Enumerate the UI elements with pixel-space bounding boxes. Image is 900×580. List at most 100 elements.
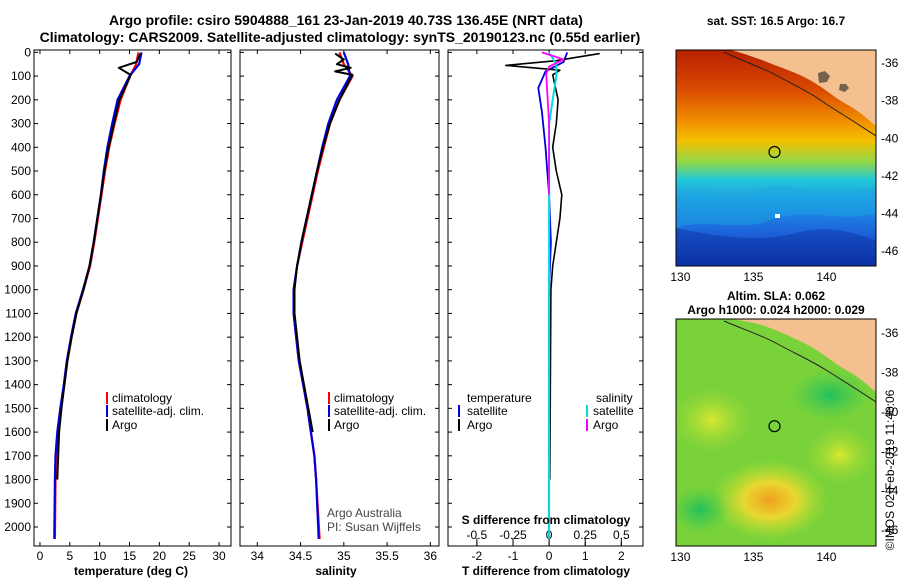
imos-credit: ©IMOS 02-Feb-2019 11:40:06 (883, 389, 897, 550)
lat-tick-label: -36 (881, 326, 899, 340)
series-line-satellite-adj-clim- (292, 52, 351, 539)
depth-tick-label: 1500 (4, 401, 31, 415)
x-tick-label: 0 (37, 549, 44, 563)
lon-tick-label: 135 (743, 270, 763, 284)
legend-climatology: climatology (112, 391, 172, 405)
series-line-argo (293, 52, 354, 433)
series-line-temperature-satellite (537, 52, 569, 539)
s-tick-label: 0.5 (613, 528, 630, 542)
series-line-climatology (292, 52, 354, 539)
land-australia (730, 50, 876, 126)
depth-tick-label: 200 (11, 93, 31, 107)
salinity-legend: climatology satellite-adj. clim. Argo (328, 391, 426, 432)
x-tick-label: 2 (618, 549, 625, 563)
sla-map-title: Altim. SLA: 0.062 (727, 289, 825, 303)
legend-salinity-title: salinity (596, 391, 633, 405)
lat-tick-label: -42 (881, 169, 899, 183)
x-tick-label: 34 (251, 549, 265, 563)
depth-tick-label: 900 (11, 259, 31, 273)
difference-profile-series (504, 51, 600, 539)
x-tick-label: 5 (66, 549, 73, 563)
lat-tick-label: -46 (881, 244, 899, 258)
depth-tick-label: 0 (24, 45, 31, 59)
depth-tick-label: 800 (11, 235, 31, 249)
series-line-climatology (53, 52, 140, 539)
sst-cold-region (676, 228, 876, 266)
difference-legend: temperature satellite Argo salinity sate… (458, 391, 634, 432)
depth-tick-label: 1000 (4, 283, 31, 297)
sst-map-frame (675, 49, 877, 267)
depth-tick-label: 1700 (4, 449, 31, 463)
lat-tick-label: -44 (881, 484, 899, 498)
sla-map-frame (675, 318, 877, 547)
sla-map-subtitle: Argo h1000: 0.024 h2000: 0.029 (687, 303, 865, 317)
sla-moderate-anomaly (676, 386, 754, 454)
depth-tick-label: 1100 (5, 306, 31, 320)
salinity-profile-series (292, 52, 354, 539)
lat-tick-label: -42 (881, 444, 899, 458)
missing-data (775, 214, 780, 218)
x-tick-label: 1 (582, 549, 589, 563)
legend-argo: Argo (112, 418, 138, 432)
temperature-xlabel: temperature (deg C) (74, 564, 188, 578)
depth-tick-label: 400 (11, 140, 31, 154)
credit-line1: Argo Australia (327, 506, 402, 520)
depth-tick-label: 600 (11, 188, 31, 202)
figure-title-line1: Argo profile: csiro 5904888_161 23-Jan-2… (109, 12, 583, 28)
lat-tick-label: -38 (881, 94, 899, 108)
x-tick-label: 15 (123, 549, 137, 563)
sst-map: sat. SST: 16.5 Argo: 16.7 (675, 14, 877, 267)
x-tick-label: 30 (212, 549, 226, 563)
lon-tick-label: 130 (670, 550, 690, 564)
salinity-xlabel: salinity (315, 564, 357, 578)
sla-high-anomaly (712, 460, 828, 540)
sst-anomaly-band (676, 186, 876, 228)
series-line-temperature-argo (504, 52, 600, 480)
profile-location-marker (768, 420, 781, 433)
lat-tick-label: -44 (881, 206, 899, 220)
difference-xlabel: T difference from climatology (462, 564, 630, 578)
depth-tick-label: 500 (11, 164, 31, 178)
series-line-salinity-argo (541, 51, 565, 195)
legend-sal-satellite: satellite (593, 404, 634, 418)
legend-temp-satellite: satellite (467, 404, 508, 418)
sla-low-anomaly (676, 486, 730, 534)
lon-tick-label: 140 (816, 270, 836, 284)
x-tick-label: -2 (472, 549, 483, 563)
lat-tick-label: -40 (881, 405, 899, 419)
difference-profile-frame (447, 49, 644, 547)
temperature-legend: climatology satellite-adj. clim. Argo (106, 391, 204, 432)
x-tick-label: 25 (183, 549, 197, 563)
lat-tick-label: -36 (881, 56, 899, 70)
lon-tick-label: 135 (743, 550, 763, 564)
land-australia (730, 319, 876, 392)
x-tick-label: 0 (546, 549, 553, 563)
depth-tick-label: 300 (11, 117, 31, 131)
depth-tick-label: 1600 (4, 425, 31, 439)
depth-tick-label: 700 (11, 211, 31, 225)
x-tick-label: -1 (508, 549, 519, 563)
depth-tick-label: 1900 (4, 496, 31, 510)
x-tick-label: 34.5 (289, 549, 313, 563)
sst-map-title: sat. SST: 16.5 Argo: 16.7 (707, 14, 846, 28)
shelf-contour (723, 51, 876, 137)
depth-tick-label: 1400 (4, 378, 31, 392)
depth-tick-label: 1300 (4, 354, 31, 368)
legend-satellite-adj: satellite-adj. clim. (334, 404, 426, 418)
x-tick-label: 20 (153, 549, 167, 563)
shelf-contour (723, 320, 876, 403)
depth-tick-label: 1800 (4, 473, 31, 487)
lat-tick-label: -38 (881, 365, 899, 379)
s-tick-label: -0.5 (467, 528, 488, 542)
temperature-profile-frame (33, 49, 232, 547)
legend-temp-argo: Argo (467, 418, 493, 432)
credit-line2: PI: Susan Wijffels (327, 520, 421, 534)
series-line-argo (56, 53, 142, 480)
legend-climatology: climatology (334, 391, 394, 405)
profile-location-marker (768, 145, 781, 159)
sla-moderate-anomaly (804, 425, 876, 485)
islands (818, 71, 849, 92)
x-tick-label: 10 (93, 549, 107, 563)
series-line-satellite-adj-clim- (53, 52, 143, 539)
depth-tick-label: 100 (11, 69, 31, 83)
